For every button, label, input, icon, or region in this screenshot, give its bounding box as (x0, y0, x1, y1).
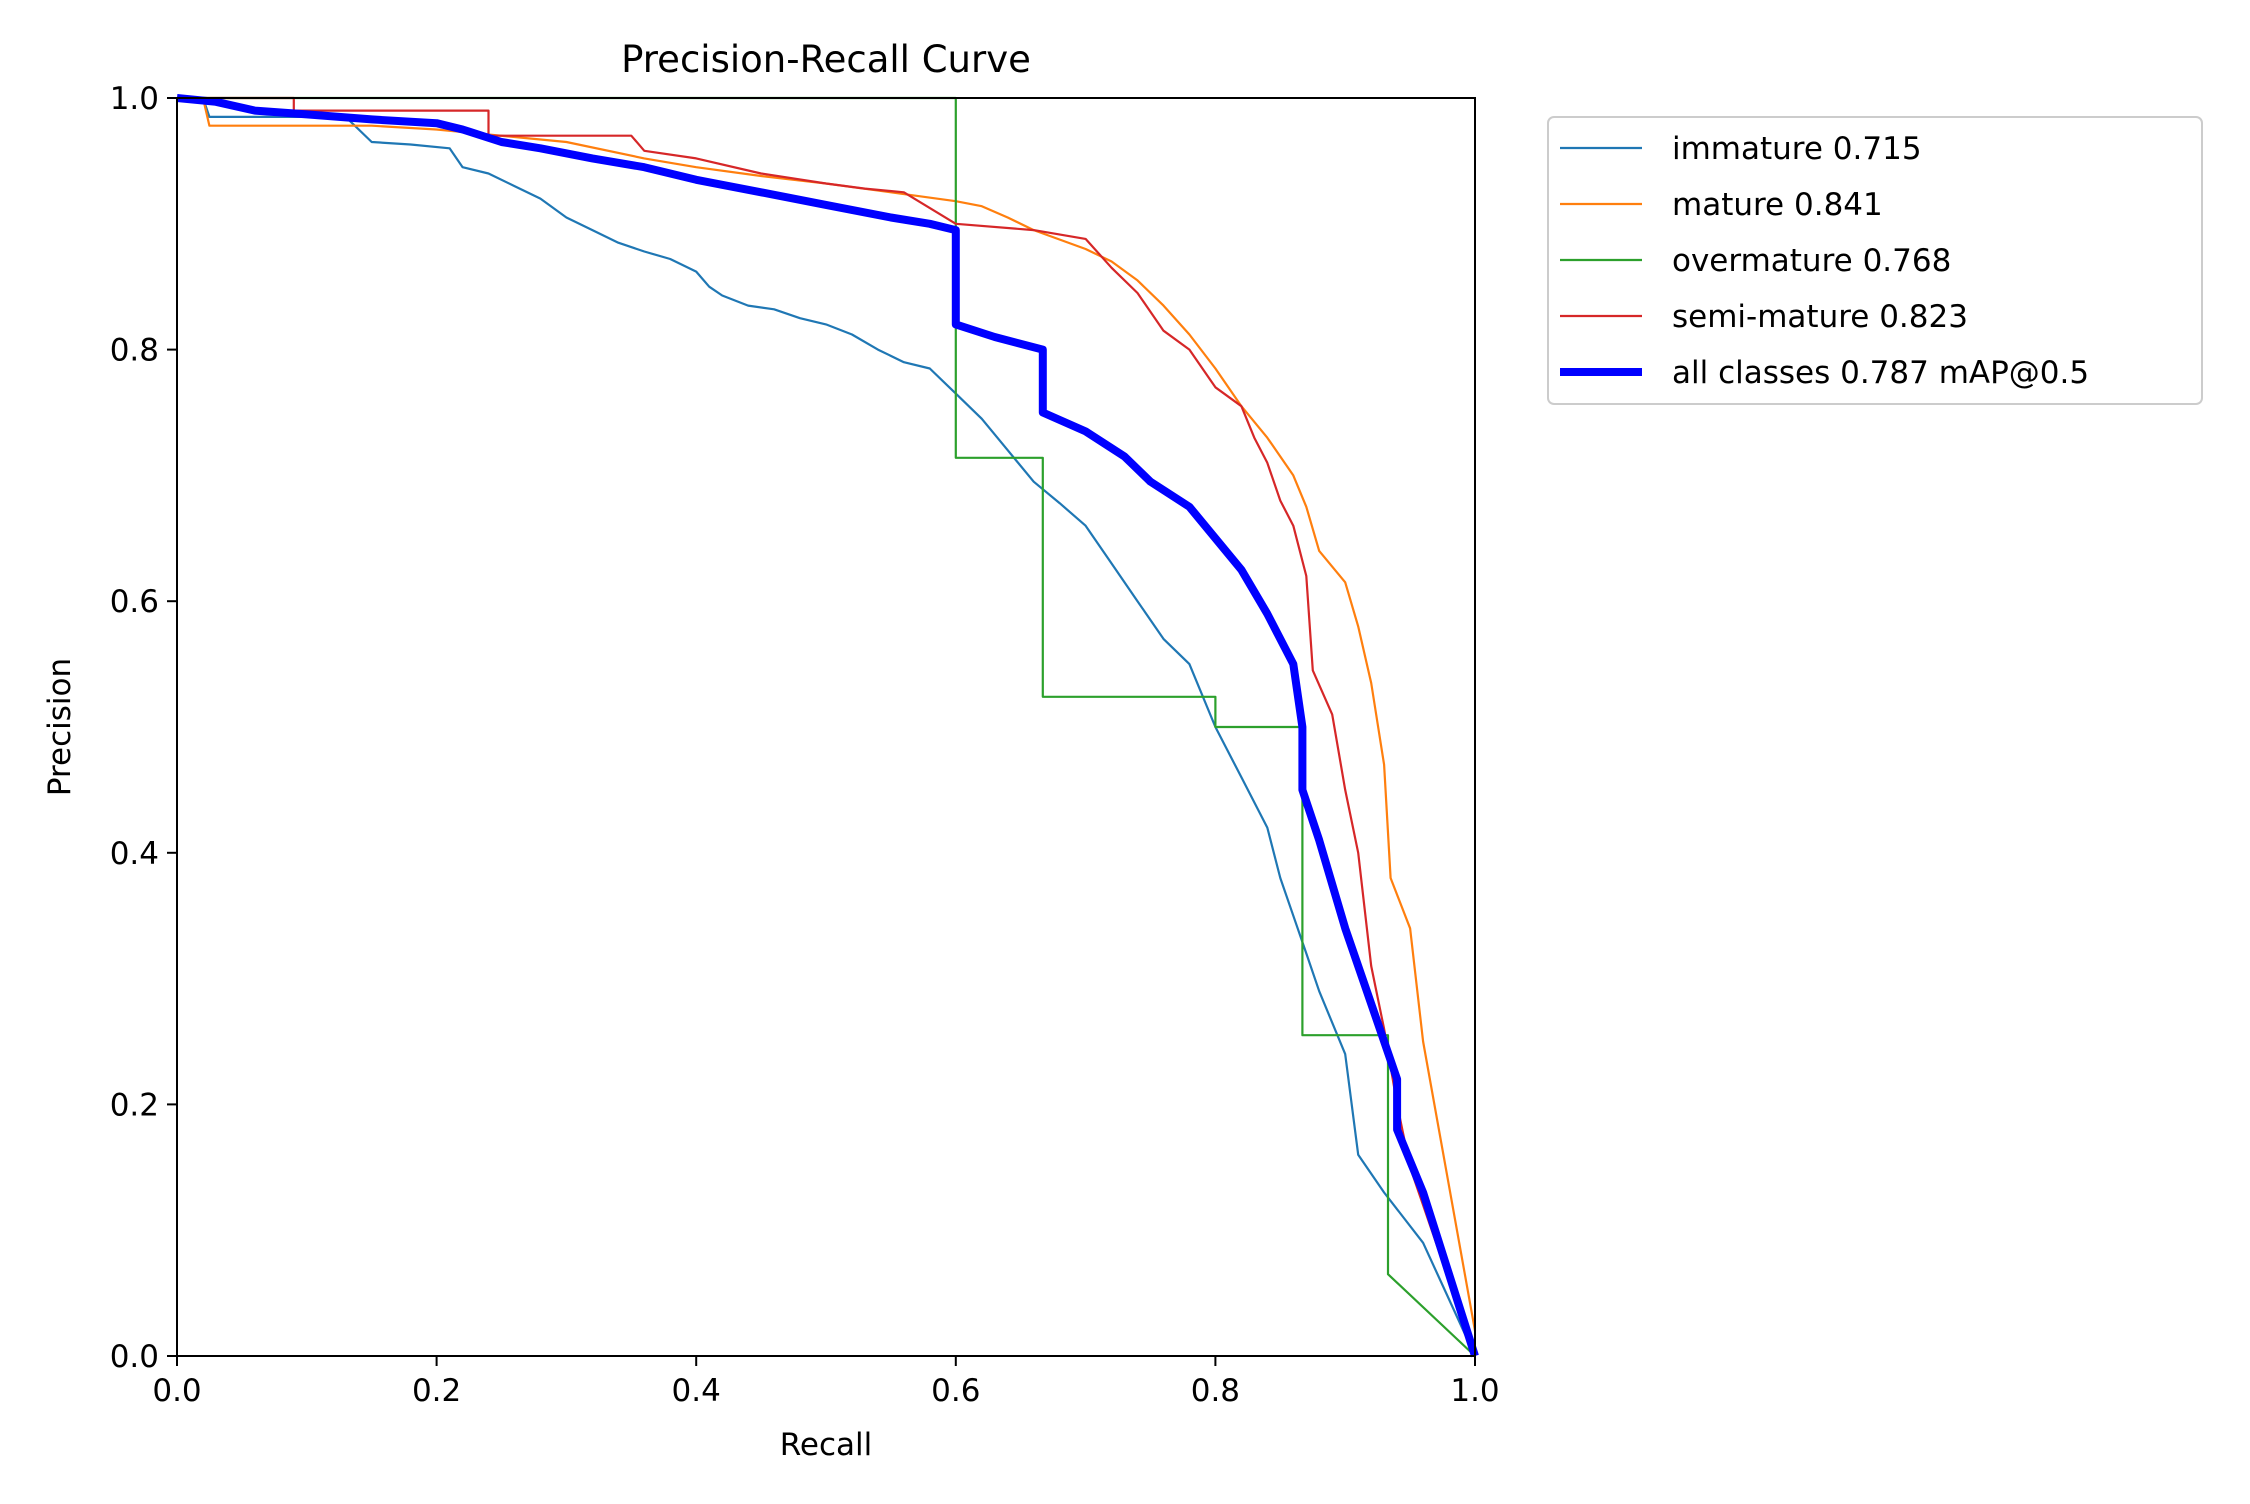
y-tick-label-0: 0.0 (110, 1339, 159, 1375)
legend-box (1547, 116, 2203, 405)
x-tick-label-0: 0.0 (152, 1373, 201, 1409)
y-tick-label-1: 0.2 (110, 1087, 159, 1123)
series-line-0 (177, 96, 1476, 1357)
legend-label-2: overmature 0.768 (1672, 243, 1951, 279)
series-line-1 (177, 96, 1477, 1331)
x-tick-label-4: 0.8 (1191, 1373, 1240, 1409)
y-tick-label-2: 0.4 (110, 836, 159, 872)
legend-label-4: all classes 0.787 mAP@0.5 (1672, 355, 2089, 391)
series-line-4 (176, 94, 1479, 1358)
x-tick-label-1: 0.2 (412, 1373, 461, 1409)
y-axis-ticks: 0.0 0.2 0.4 0.6 0.8 1.0 (110, 81, 177, 1375)
x-axis-label: Recall (780, 1427, 873, 1463)
series-line-3 (177, 96, 1477, 1357)
legend-label-3: semi-mature 0.823 (1672, 299, 1968, 335)
x-tick-label-3: 0.6 (931, 1373, 980, 1409)
legend-label-0: immature 0.715 (1672, 131, 1922, 167)
x-axis-ticks: 0.0 0.2 0.4 0.6 0.8 1.0 (152, 1356, 1500, 1409)
series-line-2 (177, 96, 1476, 1357)
y-tick-label-3: 0.6 (110, 584, 159, 620)
legend-items: immature 0.715 mature 0.841 overmature 0.7… (1560, 131, 2089, 391)
y-tick-label-5: 1.0 (110, 81, 159, 117)
series-layer (176, 94, 1479, 1358)
plot-frame (176, 97, 1476, 1357)
chart-title: Precision-Recall Curve (621, 38, 1031, 81)
legend: immature 0.715 mature 0.841 overmature 0.7… (1547, 116, 2203, 405)
x-tick-label-5: 1.0 (1450, 1373, 1499, 1409)
y-tick-label-4: 0.8 (110, 333, 159, 369)
x-tick-label-2: 0.4 (672, 1373, 721, 1409)
legend-label-1: mature 0.841 (1672, 187, 1883, 223)
y-axis-label: Precision (42, 658, 78, 796)
